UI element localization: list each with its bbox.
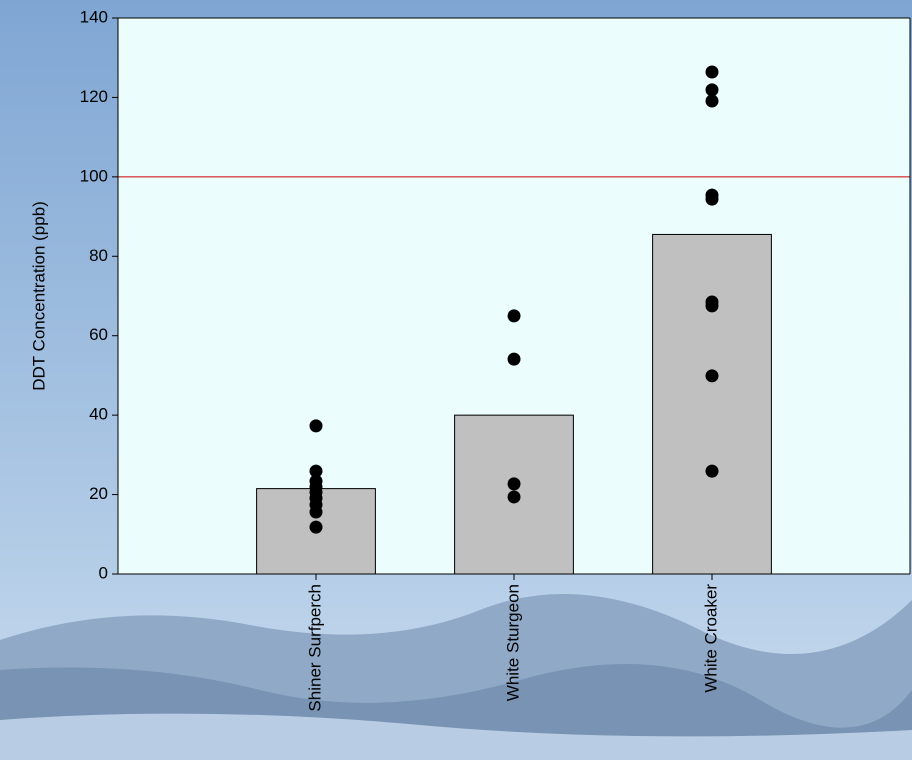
data-point bbox=[507, 490, 521, 504]
data-point bbox=[507, 477, 521, 491]
bar bbox=[652, 233, 772, 575]
y-tick-label: 20 bbox=[89, 484, 108, 503]
data-point bbox=[705, 369, 719, 383]
data-point bbox=[309, 520, 323, 534]
data-point bbox=[309, 505, 323, 519]
data-point bbox=[309, 419, 323, 433]
x-tick-label: Shiner Surfperch bbox=[305, 584, 324, 712]
x-tick-label: White Croaker bbox=[701, 584, 720, 693]
water bbox=[0, 713, 912, 760]
y-tick-label: 60 bbox=[89, 325, 108, 344]
data-point bbox=[705, 65, 719, 79]
data-point bbox=[309, 464, 323, 478]
data-point bbox=[705, 299, 719, 313]
data-point bbox=[705, 464, 719, 478]
y-tick-label: 100 bbox=[80, 166, 108, 185]
data-point bbox=[705, 94, 719, 108]
data-point bbox=[705, 192, 719, 206]
data-point bbox=[507, 309, 521, 323]
y-tick-label: 0 bbox=[99, 563, 108, 582]
data-point bbox=[507, 352, 521, 366]
y-axis-label: DDT Concentration (ppb) bbox=[29, 201, 48, 391]
data-point bbox=[705, 83, 719, 97]
x-tick-label: White Sturgeon bbox=[503, 584, 522, 701]
y-tick-label: 80 bbox=[89, 246, 108, 265]
y-tick-label: 120 bbox=[80, 87, 108, 106]
y-tick-label: 140 bbox=[80, 7, 108, 26]
y-tick-label: 40 bbox=[89, 405, 108, 424]
